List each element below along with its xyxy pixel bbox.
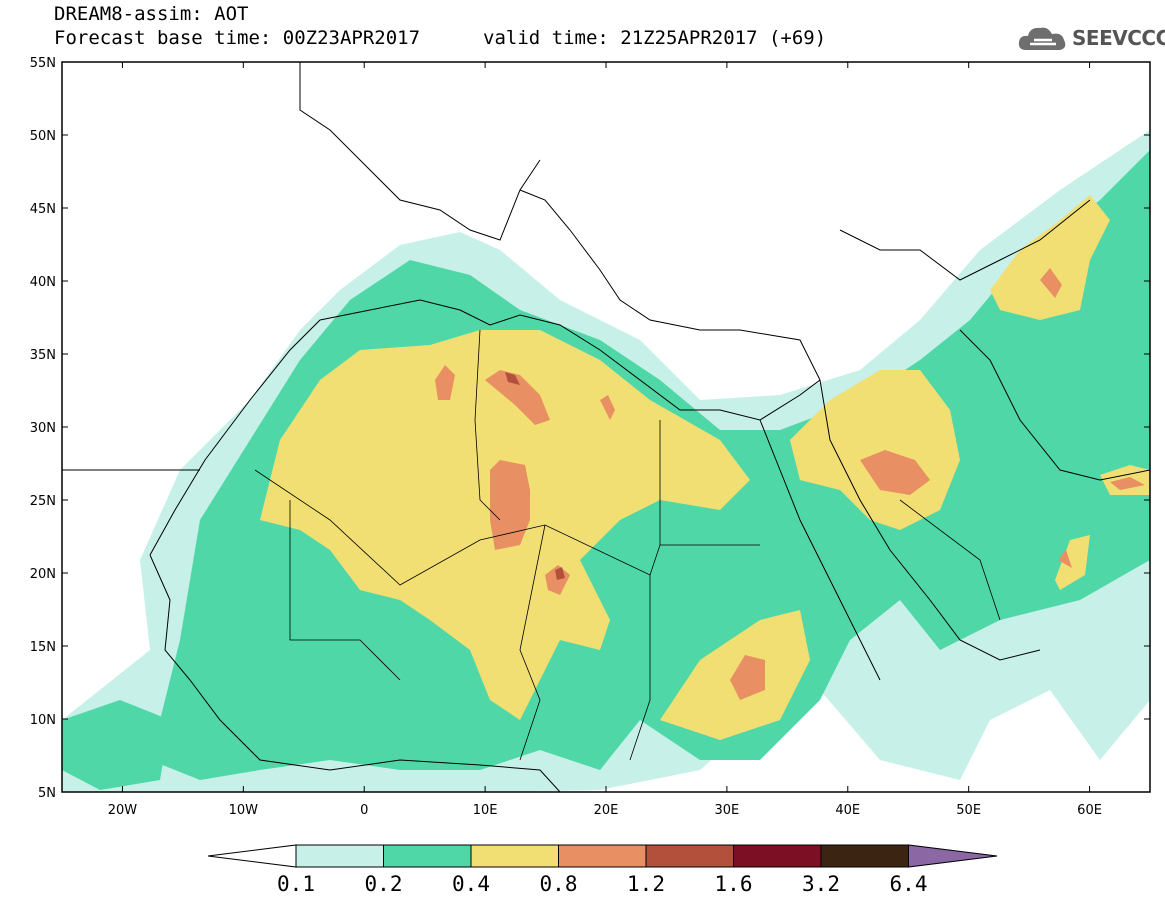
colorbar-over-arrow <box>908 844 998 868</box>
colorbar-level-label: 1.2 <box>627 872 665 896</box>
longitude-axis: 20W 10W 0 10E 20E 30E 40E 50E 60E <box>108 62 1102 818</box>
colorbar-segment <box>733 844 822 868</box>
colorbar-segment <box>558 844 647 868</box>
lon-label: 20W <box>108 803 138 818</box>
lat-label: 45N <box>30 202 56 217</box>
lon-label: 0 <box>360 803 368 818</box>
lon-label: 10W <box>229 803 259 818</box>
lon-label: 10E <box>473 803 498 818</box>
lat-label: 20N <box>30 567 56 582</box>
colorbar-segment <box>295 844 384 868</box>
colorbar-segment <box>820 844 909 868</box>
lon-label: 40E <box>835 803 860 818</box>
lon-label: 20E <box>594 803 619 818</box>
aot-band-1.2-1.6 <box>505 372 565 580</box>
colorbar-segment <box>470 844 559 868</box>
colorbar-level-label: 0.8 <box>539 872 578 896</box>
seevccc-logo: SEEVCCC <box>1016 22 1165 56</box>
model-title: DREAM8-assim: AOT <box>54 3 249 25</box>
lat-label: 40N <box>30 275 56 290</box>
lat-label: 10N <box>30 713 56 728</box>
country-borders <box>254 329 1001 761</box>
valid-time: valid time: 21Z25APR2017 (+69) <box>483 27 827 49</box>
colorbar <box>207 844 998 868</box>
lon-label: 30E <box>715 803 740 818</box>
colorbar-level-label: 0.2 <box>364 872 403 896</box>
aot-fields <box>62 62 1150 792</box>
lat-label: 50N <box>30 129 56 144</box>
lon-label: 50E <box>956 803 981 818</box>
colorbar-level-label: 0.4 <box>452 872 490 896</box>
cloud-icon <box>1018 27 1066 50</box>
colorbar-level-label: 3.2 <box>802 872 840 896</box>
aot-band-0.8-1.2 <box>435 268 1145 700</box>
colorbar-level-label: 6.4 <box>889 872 928 896</box>
lat-label: 30N <box>30 421 56 436</box>
lat-label: 5N <box>38 786 56 801</box>
colorbar-segment <box>383 844 472 868</box>
lat-label: 15N <box>30 640 56 655</box>
lon-label: 60E <box>1077 803 1102 818</box>
coastlines <box>62 62 1150 792</box>
latitude-axis: 55N 50N 45N 40N 35N 30N 25N 20N 15N 10N 5N <box>30 56 1150 801</box>
lat-label: 25N <box>30 494 56 509</box>
colorbar-segment <box>645 844 734 868</box>
logo-text: SEEVCCC <box>1072 26 1165 50</box>
lat-label: 35N <box>30 348 56 363</box>
colorbar-under-arrow <box>207 844 297 868</box>
lat-label: 55N <box>30 56 56 71</box>
colorbar-level-label: 1.6 <box>714 872 753 896</box>
colorbar-level-label: 0.1 <box>277 872 315 896</box>
forecast-base-time: Forecast base time: 00Z23APR2017 <box>54 27 421 49</box>
